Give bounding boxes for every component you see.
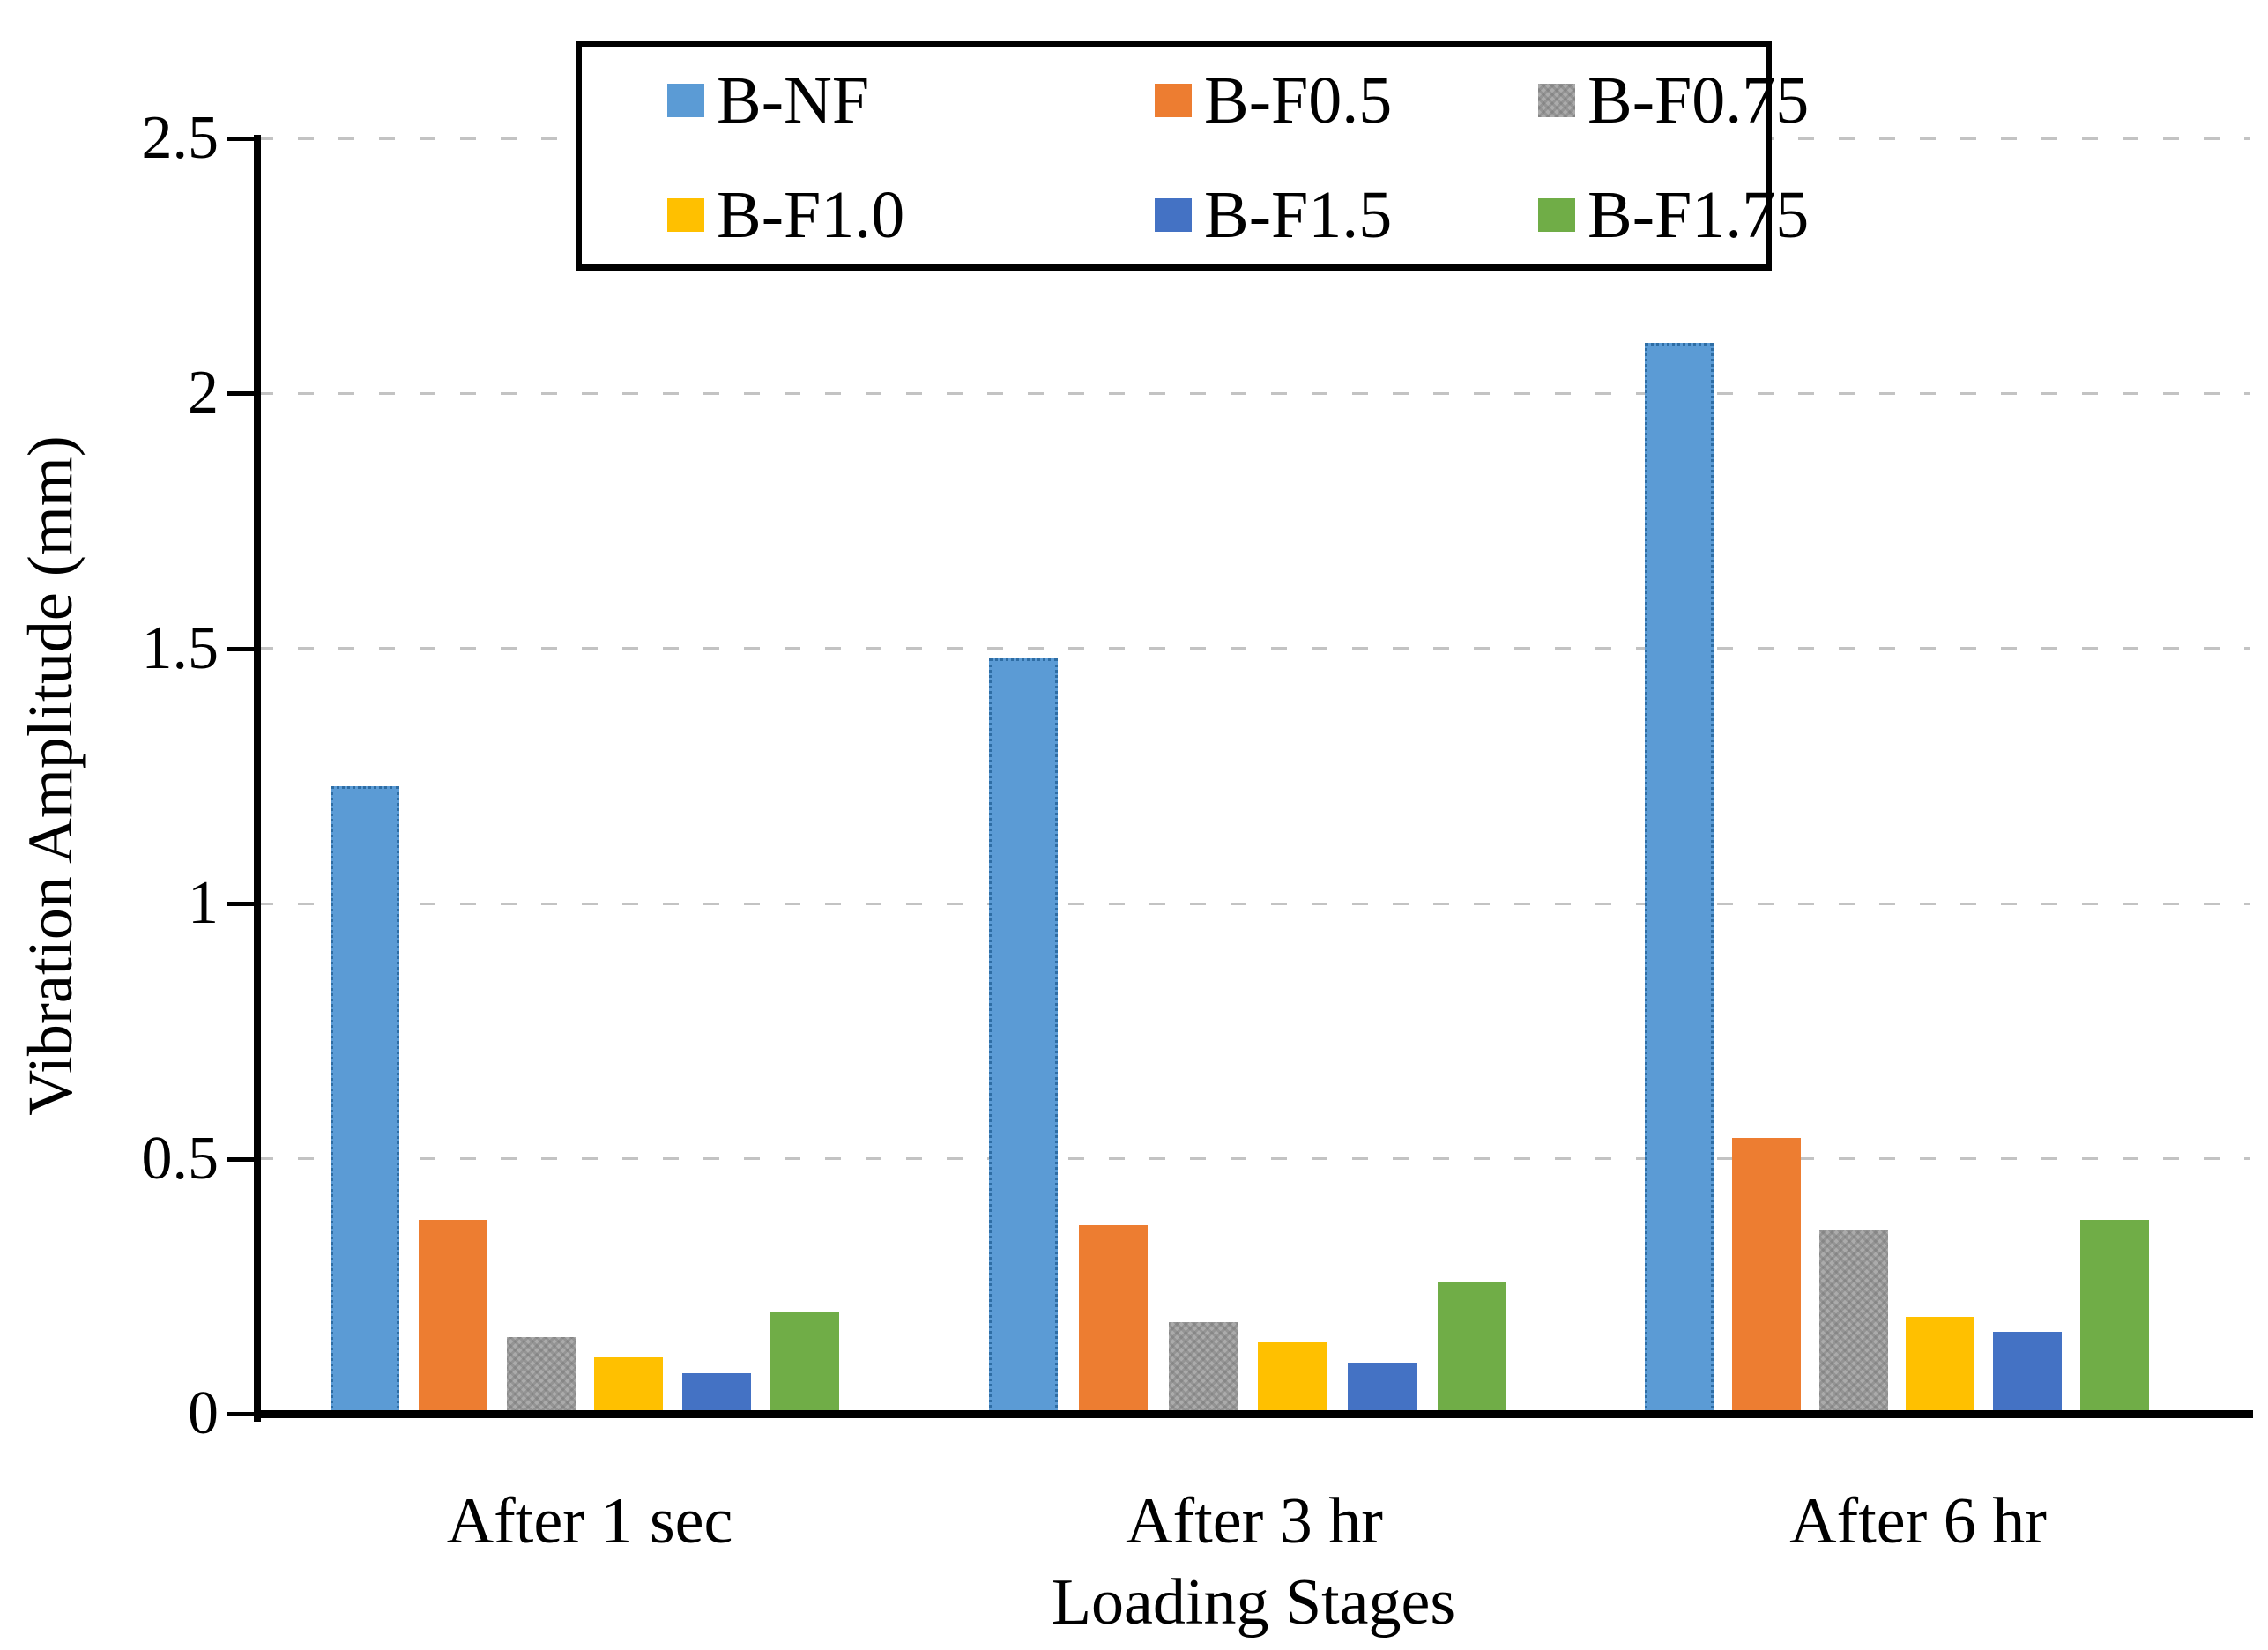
y-tick-label: 0.5 xyxy=(141,1124,219,1193)
bar-B-F0.75-After 1 sec xyxy=(506,1337,576,1414)
bar-B-F1.0-After 3 hr xyxy=(1258,1342,1327,1414)
y-tick-1 xyxy=(227,902,256,907)
legend-swatch-B-F0.5 xyxy=(1155,84,1192,117)
y-tick-2.5 xyxy=(227,137,256,141)
bar-B-F1.75-After 3 hr xyxy=(1438,1281,1506,1414)
y-axis-title: Vibration Amplitude (mm) xyxy=(15,435,86,1116)
bar-B-F1.5-After 1 sec xyxy=(682,1372,752,1414)
x-category-label: After 1 sec xyxy=(446,1485,733,1557)
y-tick-label: 2 xyxy=(188,359,219,427)
y-tick-0.5 xyxy=(227,1156,256,1162)
x-axis-title: Loading Stages xyxy=(1051,1566,1456,1639)
y-tick-label: 0 xyxy=(188,1379,219,1447)
legend-item-B-F0.5: B-F0.5 xyxy=(1155,63,1393,138)
gridline-y-1 xyxy=(257,902,2250,905)
legend-label: B-F1.5 xyxy=(1204,178,1393,252)
bar-B-NF-After 6 hr xyxy=(1645,342,1714,1414)
bar-B-F1.5-After 6 hr xyxy=(1993,1332,2063,1414)
bar-B-F1.75-After 1 sec xyxy=(770,1312,839,1414)
legend-swatch-B-F1.0 xyxy=(667,198,704,232)
x-category-label: After 3 hr xyxy=(1126,1485,1383,1557)
legend-label: B-F1.75 xyxy=(1588,178,1810,252)
y-tick-2 xyxy=(227,391,256,397)
legend-label: B-NF xyxy=(717,63,870,138)
bar-B-F0.5-After 1 sec xyxy=(418,1220,487,1414)
y-tick-label: 1 xyxy=(188,869,219,938)
y-tick-label: 1.5 xyxy=(141,613,219,682)
x-category-label: After 6 hr xyxy=(1789,1485,2047,1557)
x-axis-line xyxy=(254,1410,2253,1418)
legend-swatch-B-F0.75 xyxy=(1538,84,1575,117)
y-tick-0 xyxy=(227,1412,256,1416)
gridline-y-1.5 xyxy=(257,647,2250,650)
bar-B-NF-After 3 hr xyxy=(989,658,1058,1414)
bar-B-F1.0-After 6 hr xyxy=(1906,1317,1975,1414)
legend-label: B-F0.5 xyxy=(1204,63,1393,138)
bar-B-F1.75-After 6 hr xyxy=(2080,1220,2149,1414)
gridline-y-0.5 xyxy=(257,1157,2250,1161)
legend-label: B-F1.0 xyxy=(717,178,905,252)
bar-B-F0.5-After 6 hr xyxy=(1731,1138,1801,1414)
legend-box: B-NF B-F0.5 B-F0.75 B-F1.0 B-F1.5 B-F1.75 xyxy=(576,41,1809,271)
bar-B-F0.75-After 3 hr xyxy=(1168,1321,1238,1414)
y-tick-1.5 xyxy=(227,646,256,651)
legend-swatch-B-F1.5 xyxy=(1155,198,1192,232)
bar-B-F0.75-After 6 hr xyxy=(1818,1230,1888,1414)
bar-B-NF-After 1 sec xyxy=(331,786,399,1414)
legend-item-B-NF: B-NF xyxy=(667,63,870,138)
bar-B-F1.5-After 3 hr xyxy=(1348,1363,1417,1414)
legend-swatch-B-NF xyxy=(667,84,704,117)
legend-item-B-F1.75: B-F1.75 xyxy=(1538,178,1810,252)
bar-B-F1.0-After 1 sec xyxy=(594,1357,664,1414)
legend-label: B-F0.75 xyxy=(1588,63,1810,138)
gridline-y-2 xyxy=(257,391,2250,395)
y-tick-label: 2.5 xyxy=(141,104,219,172)
legend-item-B-F0.75: B-F0.75 xyxy=(1538,63,1810,138)
legend-item-B-F1.0: B-F1.0 xyxy=(667,178,905,252)
bar-B-F0.5-After 3 hr xyxy=(1078,1224,1148,1414)
legend-item-B-F1.5: B-F1.5 xyxy=(1155,178,1393,252)
legend-swatch-B-F1.75 xyxy=(1538,198,1575,232)
y-axis-line xyxy=(254,135,261,1422)
